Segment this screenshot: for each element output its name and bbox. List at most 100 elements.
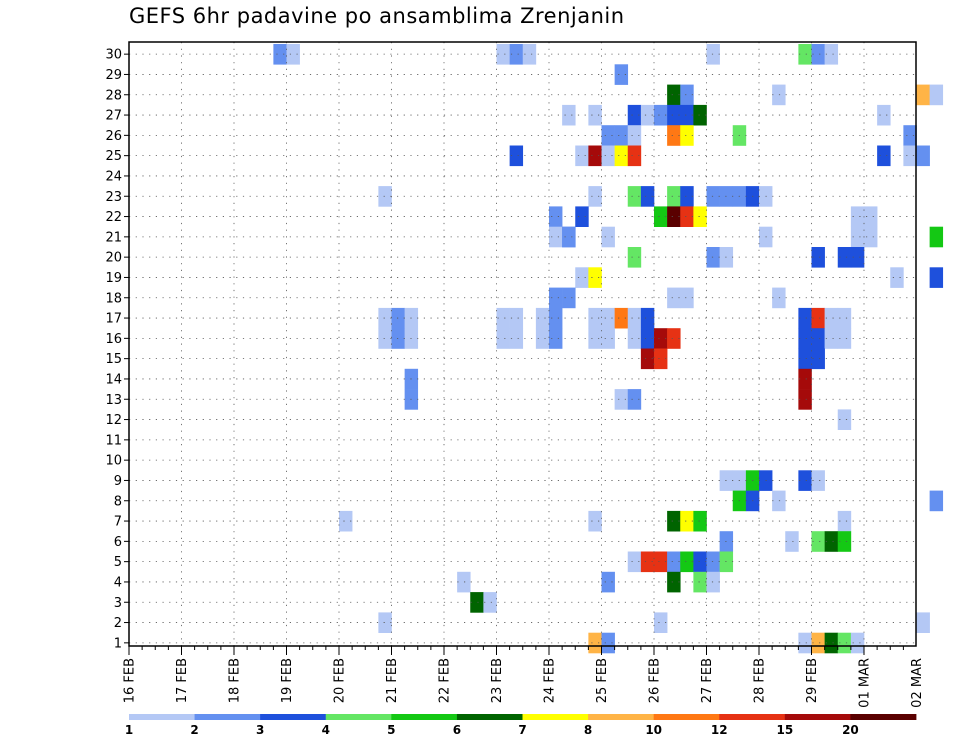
x-tick-label: 28 FEB bbox=[753, 658, 768, 703]
heatmap-cell bbox=[811, 44, 825, 65]
colorbar-swatch bbox=[719, 714, 786, 720]
colorbar-swatch bbox=[850, 714, 917, 720]
colorbar-label: 8 bbox=[584, 723, 592, 737]
heatmap-cell bbox=[837, 510, 852, 532]
colorbar-swatch bbox=[522, 714, 589, 720]
heatmap-cell bbox=[575, 206, 589, 227]
heatmap-cell bbox=[850, 632, 865, 654]
heatmap-cell bbox=[680, 551, 694, 573]
heatmap-cell bbox=[916, 84, 930, 106]
heatmap-cell bbox=[929, 267, 944, 288]
heatmap-cell bbox=[614, 64, 629, 85]
y-tick-label: 16 bbox=[105, 332, 122, 347]
heatmap-cell bbox=[601, 307, 615, 329]
heatmap-cell bbox=[667, 287, 681, 309]
heatmap-cell bbox=[391, 328, 405, 349]
heatmap-cell bbox=[693, 571, 707, 593]
heatmap-cell bbox=[654, 206, 668, 227]
heatmap-cell bbox=[654, 551, 668, 573]
y-tick-label: 12 bbox=[105, 413, 122, 428]
x-tick-label: 29 FEB bbox=[805, 658, 820, 703]
heatmap-cell bbox=[916, 612, 930, 633]
colorbar-swatch bbox=[194, 714, 261, 720]
heatmap-cell bbox=[850, 206, 865, 227]
heatmap-cell bbox=[811, 247, 825, 268]
heatmap-cell bbox=[378, 307, 392, 329]
y-tick-label: 23 bbox=[105, 190, 122, 205]
y-tick-label: 2 bbox=[114, 616, 122, 631]
colorbar-swatch bbox=[129, 714, 195, 720]
heatmap-cell bbox=[837, 328, 852, 349]
heatmap-cell bbox=[824, 307, 839, 329]
heatmap-cell bbox=[640, 328, 655, 349]
heatmap-cell bbox=[640, 551, 655, 573]
heatmap-cell bbox=[588, 510, 602, 532]
heatmap-cell bbox=[798, 632, 812, 654]
heatmap-cell bbox=[667, 186, 681, 207]
y-tick-label: 13 bbox=[105, 393, 122, 408]
heatmap-cell bbox=[811, 470, 825, 491]
heatmap-cell bbox=[667, 328, 681, 349]
x-axis: 16 FEB 17 FEB 18 FEB 19 FEB 20 FEB 21 FEB 22 F… bbox=[123, 646, 925, 708]
heatmap-cell bbox=[798, 328, 812, 349]
heatmap-cell bbox=[877, 145, 891, 167]
heatmap-cell bbox=[627, 104, 642, 126]
y-tick-label: 11 bbox=[105, 433, 122, 448]
heatmap-cell bbox=[588, 267, 602, 288]
y-tick-label: 3 bbox=[114, 596, 122, 611]
heatmap-cell bbox=[627, 307, 642, 329]
colorbar-label: 7 bbox=[518, 723, 526, 737]
heatmap-cell bbox=[706, 551, 720, 573]
heatmap-cell bbox=[667, 571, 681, 593]
colorbar-swatch bbox=[325, 714, 392, 720]
colorbar-label: 1 bbox=[125, 723, 133, 737]
chart-title: GEFS 6hr padavine po ansamblima Zrenjani… bbox=[129, 4, 625, 28]
heatmap-cell bbox=[509, 44, 524, 65]
colorbar-label: 15 bbox=[776, 723, 793, 737]
heatmap-cell bbox=[588, 307, 602, 329]
heatmap-cell bbox=[562, 226, 576, 248]
y-tick-label: 25 bbox=[105, 149, 122, 164]
heatmap-cell bbox=[903, 125, 917, 146]
heatmap-cell bbox=[864, 226, 878, 248]
heatmap-cell bbox=[601, 125, 615, 146]
heatmap-cell bbox=[627, 247, 642, 268]
heatmap-cell bbox=[837, 531, 852, 552]
heatmap-cell bbox=[693, 206, 707, 227]
colorbar-swatch bbox=[260, 714, 327, 720]
heatmap-cell bbox=[706, 186, 720, 207]
heatmap-cell bbox=[496, 307, 510, 329]
heatmap-cell bbox=[627, 125, 642, 146]
x-tick-label: 16 FEB bbox=[123, 658, 138, 703]
x-tick-label: 19 FEB bbox=[280, 658, 295, 703]
heatmap-cell bbox=[772, 84, 786, 106]
y-tick-label: 15 bbox=[105, 352, 122, 367]
x-tick-label: 22 FEB bbox=[438, 658, 453, 703]
x-tick-label: 02 MAR bbox=[910, 658, 925, 708]
heatmap-cell bbox=[549, 226, 563, 248]
y-tick-label: 10 bbox=[105, 454, 122, 469]
heatmap-cell bbox=[601, 226, 615, 248]
heatmap-cell bbox=[798, 307, 812, 329]
heatmap-cell bbox=[654, 348, 668, 370]
heatmap-cell bbox=[654, 104, 668, 126]
colorbar-label: 3 bbox=[256, 723, 264, 737]
heatmap-cell bbox=[614, 145, 629, 167]
x-tick-label: 26 FEB bbox=[648, 658, 663, 703]
colorbar-swatch bbox=[784, 714, 851, 720]
heatmap-cell bbox=[824, 531, 839, 552]
heatmap-cell bbox=[824, 632, 839, 654]
heatmap-cell bbox=[549, 307, 563, 329]
heatmap-cell bbox=[680, 287, 694, 309]
heatmap-cell bbox=[378, 328, 392, 349]
heatmap-cell bbox=[667, 551, 681, 573]
heatmap-cell bbox=[798, 389, 812, 410]
heatmap-cell bbox=[929, 84, 944, 106]
y-tick-label: 30 bbox=[105, 48, 122, 63]
heatmap-cell bbox=[693, 551, 707, 573]
heatmap-cell bbox=[496, 328, 510, 349]
x-tick-label: 21 FEB bbox=[385, 658, 400, 703]
heatmap-cell bbox=[457, 571, 471, 593]
heatmap-cell bbox=[614, 389, 629, 410]
heatmap-cell bbox=[680, 84, 694, 106]
